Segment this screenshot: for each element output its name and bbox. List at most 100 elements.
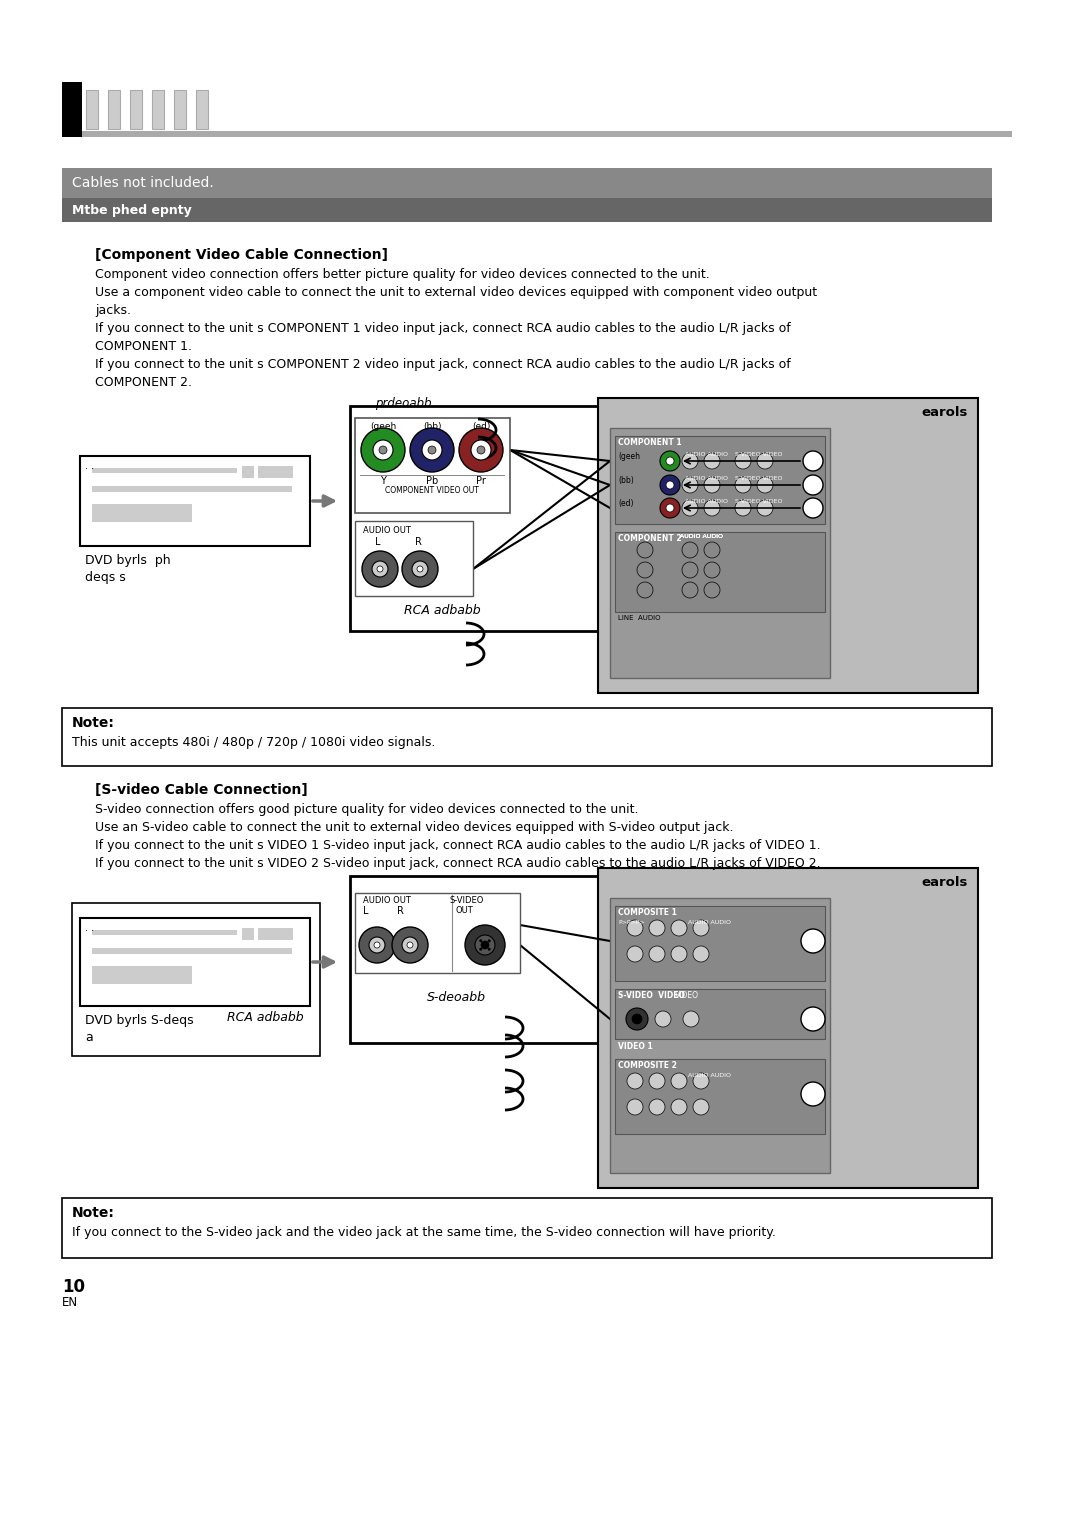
Bar — [62, 83, 82, 138]
Circle shape — [671, 1099, 687, 1115]
Text: . .: . . — [85, 923, 94, 934]
Bar — [598, 397, 978, 694]
Text: VIDEO 1: VIDEO 1 — [618, 1042, 652, 1051]
Bar — [130, 90, 141, 128]
Bar — [355, 892, 519, 973]
Bar — [610, 898, 831, 1174]
Text: Note:: Note: — [72, 717, 114, 730]
Text: AUDIO AUDIO: AUDIO AUDIO — [688, 920, 731, 924]
Text: VIDEO: VIDEO — [675, 992, 699, 999]
Text: earols: earols — [921, 876, 968, 889]
Circle shape — [704, 542, 720, 558]
Text: a: a — [85, 1031, 93, 1044]
Text: If you connect to the unit s COMPONENT 1 video input jack, connect RCA audio cab: If you connect to the unit s COMPONENT 1… — [95, 322, 791, 335]
Circle shape — [704, 477, 720, 494]
Text: P>P>P>: P>P>P> — [618, 920, 645, 924]
Circle shape — [660, 451, 680, 471]
Text: Y: Y — [380, 477, 386, 486]
Text: This unit accepts 480i / 480p / 720p / 1080i video signals.: This unit accepts 480i / 480p / 720p / 1… — [72, 736, 435, 749]
Bar — [82, 131, 1012, 138]
Text: S-video connection offers good picture quality for video devices connected to th: S-video connection offers good picture q… — [95, 804, 638, 816]
Bar — [152, 90, 164, 128]
Circle shape — [671, 1073, 687, 1089]
Bar — [62, 707, 993, 766]
Text: earols: earols — [921, 406, 968, 419]
Circle shape — [649, 946, 665, 963]
Circle shape — [801, 1007, 825, 1031]
Text: L: L — [375, 536, 380, 547]
Circle shape — [660, 498, 680, 518]
Circle shape — [459, 428, 503, 472]
Text: COMPONENT 1: COMPONENT 1 — [618, 439, 681, 448]
Bar — [615, 1059, 825, 1134]
Text: Cables not included.: Cables not included. — [72, 176, 214, 189]
Circle shape — [671, 920, 687, 937]
Circle shape — [693, 1073, 708, 1089]
Bar — [350, 876, 600, 1044]
Circle shape — [374, 941, 380, 947]
Bar — [92, 486, 292, 492]
Circle shape — [632, 1015, 642, 1024]
Circle shape — [480, 940, 483, 943]
Circle shape — [693, 1099, 708, 1115]
Circle shape — [683, 1012, 699, 1027]
Circle shape — [649, 1073, 665, 1089]
Bar — [92, 468, 237, 474]
Circle shape — [654, 1012, 671, 1027]
Circle shape — [757, 477, 773, 494]
Circle shape — [757, 500, 773, 516]
Bar — [108, 90, 120, 128]
Circle shape — [804, 451, 823, 471]
Circle shape — [666, 481, 674, 489]
Text: prdeoabb: prdeoabb — [375, 397, 432, 410]
Circle shape — [649, 920, 665, 937]
Bar — [62, 199, 993, 222]
Circle shape — [481, 941, 489, 949]
Bar — [258, 927, 293, 940]
Circle shape — [735, 477, 751, 494]
Circle shape — [660, 475, 680, 495]
Text: Use an S-video cable to connect the unit to external video devices equipped with: Use an S-video cable to connect the unit… — [95, 821, 733, 834]
Circle shape — [681, 477, 698, 494]
Text: deqs s: deqs s — [85, 571, 125, 584]
Circle shape — [681, 562, 698, 578]
Bar — [615, 906, 825, 981]
Text: COMPONENT 2.: COMPONENT 2. — [95, 376, 192, 390]
Circle shape — [627, 920, 643, 937]
Circle shape — [735, 500, 751, 516]
Circle shape — [417, 565, 423, 571]
Bar — [80, 455, 310, 545]
Text: R: R — [397, 906, 404, 915]
Circle shape — [480, 947, 483, 950]
Circle shape — [475, 935, 495, 955]
Circle shape — [627, 946, 643, 963]
Circle shape — [693, 920, 708, 937]
Text: DVD byrls  ph: DVD byrls ph — [85, 555, 171, 567]
Text: . .: . . — [85, 461, 94, 471]
Circle shape — [681, 582, 698, 597]
Text: Component video connection offers better picture quality for video devices conne: Component video connection offers better… — [95, 267, 710, 281]
Circle shape — [637, 542, 653, 558]
Circle shape — [369, 937, 384, 953]
Text: (ed): (ed) — [618, 500, 634, 507]
Text: DVD byrls S-deqs: DVD byrls S-deqs — [85, 1015, 193, 1027]
Text: AUDIO OUT: AUDIO OUT — [363, 895, 410, 905]
Text: S-VIDEO VIDEO: S-VIDEO VIDEO — [735, 452, 783, 457]
Text: AUDIO AUDIO: AUDIO AUDIO — [685, 477, 728, 481]
Bar — [610, 428, 831, 678]
Circle shape — [637, 562, 653, 578]
Circle shape — [410, 428, 454, 472]
Text: EN: EN — [62, 1296, 78, 1309]
Circle shape — [681, 500, 698, 516]
Circle shape — [362, 552, 399, 587]
Circle shape — [402, 937, 418, 953]
Text: (geeh: (geeh — [618, 452, 640, 461]
Circle shape — [627, 1073, 643, 1089]
Bar — [62, 1198, 993, 1258]
Circle shape — [704, 582, 720, 597]
Circle shape — [361, 428, 405, 472]
Bar — [598, 868, 978, 1187]
Text: LINE  AUDIO: LINE AUDIO — [618, 614, 661, 620]
Circle shape — [666, 504, 674, 512]
Text: L: L — [363, 906, 368, 915]
